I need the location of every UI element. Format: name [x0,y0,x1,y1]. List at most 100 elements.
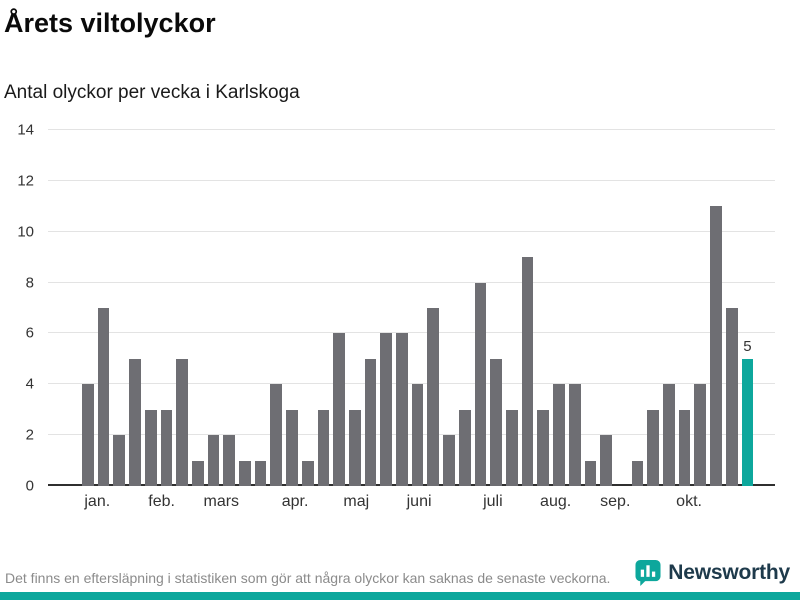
bar [239,460,251,486]
bar [600,435,612,486]
y-tick-label: 6 [25,324,34,342]
bar [458,409,471,486]
bar-slot [567,130,583,486]
bar-slot [111,130,127,486]
bar-slot [425,130,441,486]
plot-area: 5 [48,129,775,486]
bar [505,409,518,486]
gridline [48,434,775,436]
x-tick-label: maj [343,493,370,510]
bar-slot [190,130,206,486]
x-tick-label: mars [203,493,240,510]
bar [427,308,440,486]
x-axis-baseline [48,484,775,486]
bar [725,308,738,486]
bar [348,409,361,486]
y-tick-label: 0 [25,477,34,495]
bar-slot [724,130,740,486]
bar [317,409,330,486]
bar [129,358,141,486]
y-tick-label: 10 [17,223,34,241]
bar [207,435,220,486]
bar [301,460,314,486]
bar [553,384,565,486]
y-tick-label: 4 [25,375,34,393]
bar [710,206,722,486]
bar-slot [143,130,159,486]
bar [396,333,408,486]
bar-slot [551,130,567,486]
gridline [48,383,775,385]
bar-highlighted [741,358,754,486]
bar [113,435,126,486]
bar-slot [331,130,347,486]
bar [160,409,173,486]
bar [411,384,424,486]
bar [223,435,236,486]
y-tick-label: 2 [25,426,34,444]
bar-slot [583,130,599,486]
bar [694,384,707,486]
bar [443,435,455,486]
x-tick-label: aug. [540,493,572,510]
bar [176,358,188,486]
bar [490,358,502,486]
bar-slot [645,130,661,486]
bar-slot [630,130,646,486]
gridline [48,230,775,232]
bar-slot [127,130,143,486]
bar-slot [520,130,536,486]
bar [333,333,345,486]
x-tick-label: feb. [148,493,175,510]
bar-slot [614,130,630,486]
bar [647,409,660,486]
x-tick-label: jan. [84,493,111,510]
bar-slot [268,130,284,486]
x-tick-label: apr. [281,493,309,510]
bottom-accent-bar [0,592,800,600]
footnote: Det finns en eftersläpning i statistiken… [5,570,611,587]
newsworthy-icon [635,560,661,586]
highlight-value-label: 5 [743,337,752,355]
bar-slot [598,130,614,486]
bar [270,384,283,486]
bar [678,409,691,486]
gridline [48,332,775,334]
bar-slot [253,130,269,486]
bar-slot [80,130,96,486]
bar [663,384,675,486]
bar [191,460,204,486]
bar [82,384,94,486]
bar-slot [378,130,394,486]
bar-slot: 5 [740,130,756,486]
y-tick-label: 12 [17,172,34,190]
bar-slot [457,130,473,486]
bar [144,409,157,486]
bar-slot [708,130,724,486]
gridline [48,129,775,130]
gridline [48,179,775,181]
bar [584,460,597,486]
bar [97,308,110,486]
gridline [48,281,775,283]
bar-slot [284,130,300,486]
bar-slot [441,130,457,486]
bar-series: 5 [80,130,755,486]
bar-slot [394,130,410,486]
bar-slot [488,130,504,486]
x-tick-label: juni [406,493,432,510]
bar-slot [174,130,190,486]
bar-slot [206,130,222,486]
x-tick-label: sep. [600,493,631,510]
bar [568,384,581,486]
bar-slot [221,130,237,486]
bar-slot [96,130,112,486]
bar-slot [410,130,426,486]
bar-slot [159,130,175,486]
bar [537,409,550,486]
bar-slot [661,130,677,486]
bar [364,358,377,486]
x-tick-label: okt. [676,493,702,510]
bar-slot [504,130,520,486]
